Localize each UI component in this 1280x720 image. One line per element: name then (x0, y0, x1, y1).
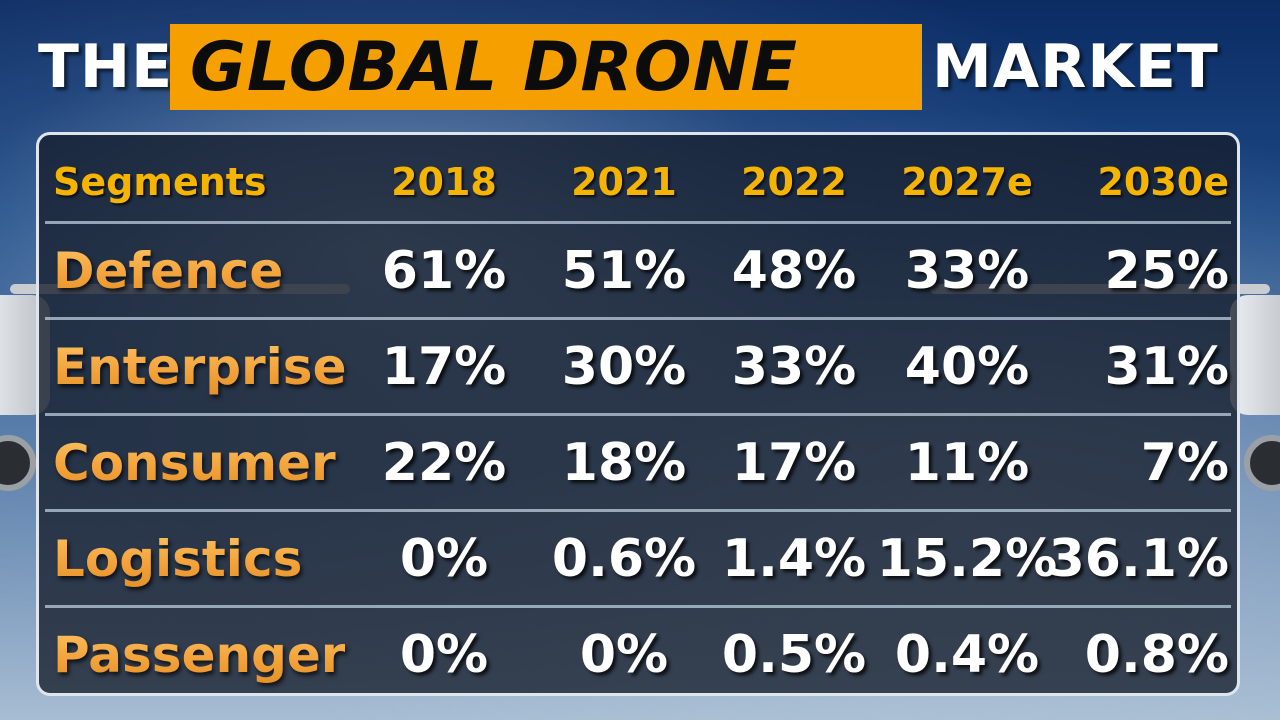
column-header: Segments (53, 160, 267, 204)
table-cell: 51% (561, 240, 687, 301)
table-cell: 0.4% (894, 624, 1040, 685)
table-cell: 48% (731, 240, 857, 301)
table-cell: 31% (1104, 336, 1229, 397)
market-share-table: Segments 2018 2021 2022 2027e 2030e Defe… (36, 132, 1240, 696)
table-cell: 30% (561, 336, 687, 397)
column-header: 2030e (1097, 160, 1229, 204)
title-prefix: THE (38, 32, 174, 102)
table-cell: 18% (561, 432, 687, 493)
title-highlight-box (170, 24, 922, 110)
title-suffix: MARKET (932, 32, 1219, 102)
table-cell: 17% (381, 336, 507, 397)
segment-label: Logistics (53, 512, 302, 605)
row-divider (45, 317, 1231, 320)
table-row: Consumer 22% 18% 17% 11% 7% (39, 416, 1237, 509)
row-divider (45, 605, 1231, 608)
column-header: 2018 (391, 160, 497, 204)
table-cell: 25% (1104, 240, 1229, 301)
table-cell: 22% (381, 432, 507, 493)
table-cell: 33% (904, 240, 1030, 301)
table-row: Defence 61% 51% 48% 33% 25% (39, 224, 1237, 317)
table-cell: 15.2% (876, 528, 1058, 589)
table-cell: 7% (1140, 432, 1229, 493)
column-header: 2022 (741, 160, 847, 204)
row-divider (45, 509, 1231, 512)
table-header-row: Segments 2018 2021 2022 2027e 2030e (39, 143, 1237, 221)
title-highlight: GLOBAL DRONE (190, 28, 798, 107)
row-divider (45, 413, 1231, 416)
segment-label: Passenger (53, 608, 345, 701)
table-row: Enterprise 17% 30% 33% 40% 31% (39, 320, 1237, 413)
segment-label: Enterprise (53, 320, 346, 413)
segment-label: Defence (53, 224, 283, 317)
table-cell: 17% (731, 432, 857, 493)
table-cell: 0.5% (721, 624, 867, 685)
column-header: 2021 (571, 160, 677, 204)
title-bar: THE GLOBAL DRONE MARKET (0, 18, 1280, 118)
table-cell: 36.1% (1048, 528, 1229, 589)
segment-label: Consumer (53, 416, 336, 509)
table-cell: 33% (731, 336, 857, 397)
row-divider (45, 221, 1231, 224)
table-cell: 1.4% (721, 528, 867, 589)
table-cell: 61% (381, 240, 507, 301)
table-cell: 40% (904, 336, 1030, 397)
table-cell: 0% (399, 528, 489, 589)
table-row: Logistics 0% 0.6% 1.4% 15.2% 36.1% (39, 512, 1237, 605)
table-cell: 0% (399, 624, 489, 685)
column-header: 2027e (901, 160, 1033, 204)
table-cell: 0.8% (1084, 624, 1229, 685)
table-cell: 0.6% (551, 528, 697, 589)
table-cell: 0% (579, 624, 669, 685)
table-cell: 11% (904, 432, 1030, 493)
table-row: Passenger 0% 0% 0.5% 0.4% 0.8% (39, 608, 1237, 701)
